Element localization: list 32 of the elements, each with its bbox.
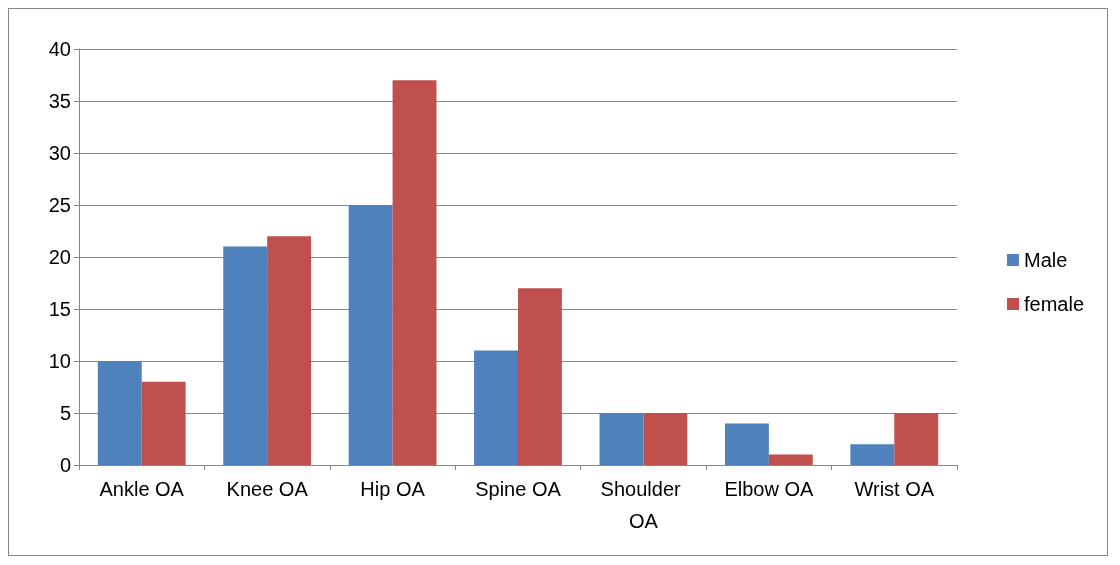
legend-label: female	[1023, 293, 1084, 315]
bar	[392, 80, 437, 465]
y-tick-label: 25	[48, 194, 71, 216]
y-tick-label: 5	[59, 402, 71, 424]
y-tick-label: 10	[48, 350, 71, 372]
bar	[223, 246, 268, 465]
y-tick-label: 35	[48, 90, 71, 112]
bar	[348, 205, 393, 465]
legend-label: Male	[1023, 249, 1068, 271]
bar	[97, 361, 142, 465]
bar	[267, 236, 312, 465]
x-tick-label: Ankle OA	[99, 478, 185, 500]
y-tick-label: 40	[48, 38, 71, 60]
x-tick-label: Spine OA	[475, 478, 562, 500]
bar	[768, 454, 813, 465]
y-tick-label: 30	[48, 142, 71, 164]
y-tick-label: 15	[48, 298, 71, 320]
bar	[518, 288, 562, 465]
y-tick-label: 20	[48, 246, 71, 268]
bar	[894, 413, 939, 465]
x-tick-label: Hip OA	[360, 478, 426, 500]
x-tick-label: Shoulder OA	[600, 478, 687, 532]
bar	[850, 444, 895, 465]
bar	[643, 413, 688, 465]
x-tick-label: Knee OA	[226, 478, 309, 500]
bar	[141, 381, 186, 465]
y-tick-label: 0	[59, 454, 71, 476]
x-tick-label: Elbow OA	[724, 478, 814, 500]
x-tick-label: Wrist OA	[854, 478, 935, 500]
bar	[724, 423, 769, 465]
bar	[474, 350, 518, 465]
bar	[599, 413, 644, 465]
